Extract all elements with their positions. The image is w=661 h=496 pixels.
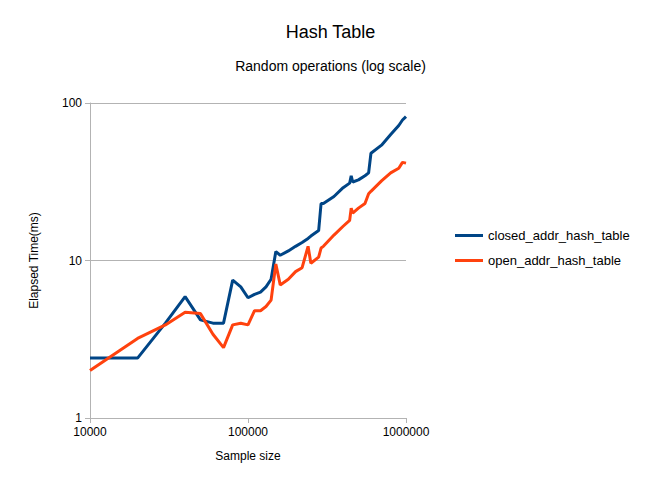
svg-text:Elapsed Time(ms): Elapsed Time(ms) [27,212,41,309]
svg-text:open_addr_hash_table: open_addr_hash_table [488,253,621,268]
svg-text:1: 1 [75,411,82,425]
svg-text:100000: 100000 [228,425,268,439]
svg-text:100: 100 [62,96,82,110]
svg-text:1000000: 1000000 [383,425,430,439]
svg-text:Random operations (log scale): Random operations (log scale) [235,58,426,74]
svg-text:10: 10 [69,254,83,268]
svg-text:Sample size: Sample size [215,449,281,463]
svg-text:Hash Table: Hash Table [286,22,376,42]
svg-text:closed_addr_hash_table: closed_addr_hash_table [488,228,630,243]
svg-text:10000: 10000 [73,425,107,439]
